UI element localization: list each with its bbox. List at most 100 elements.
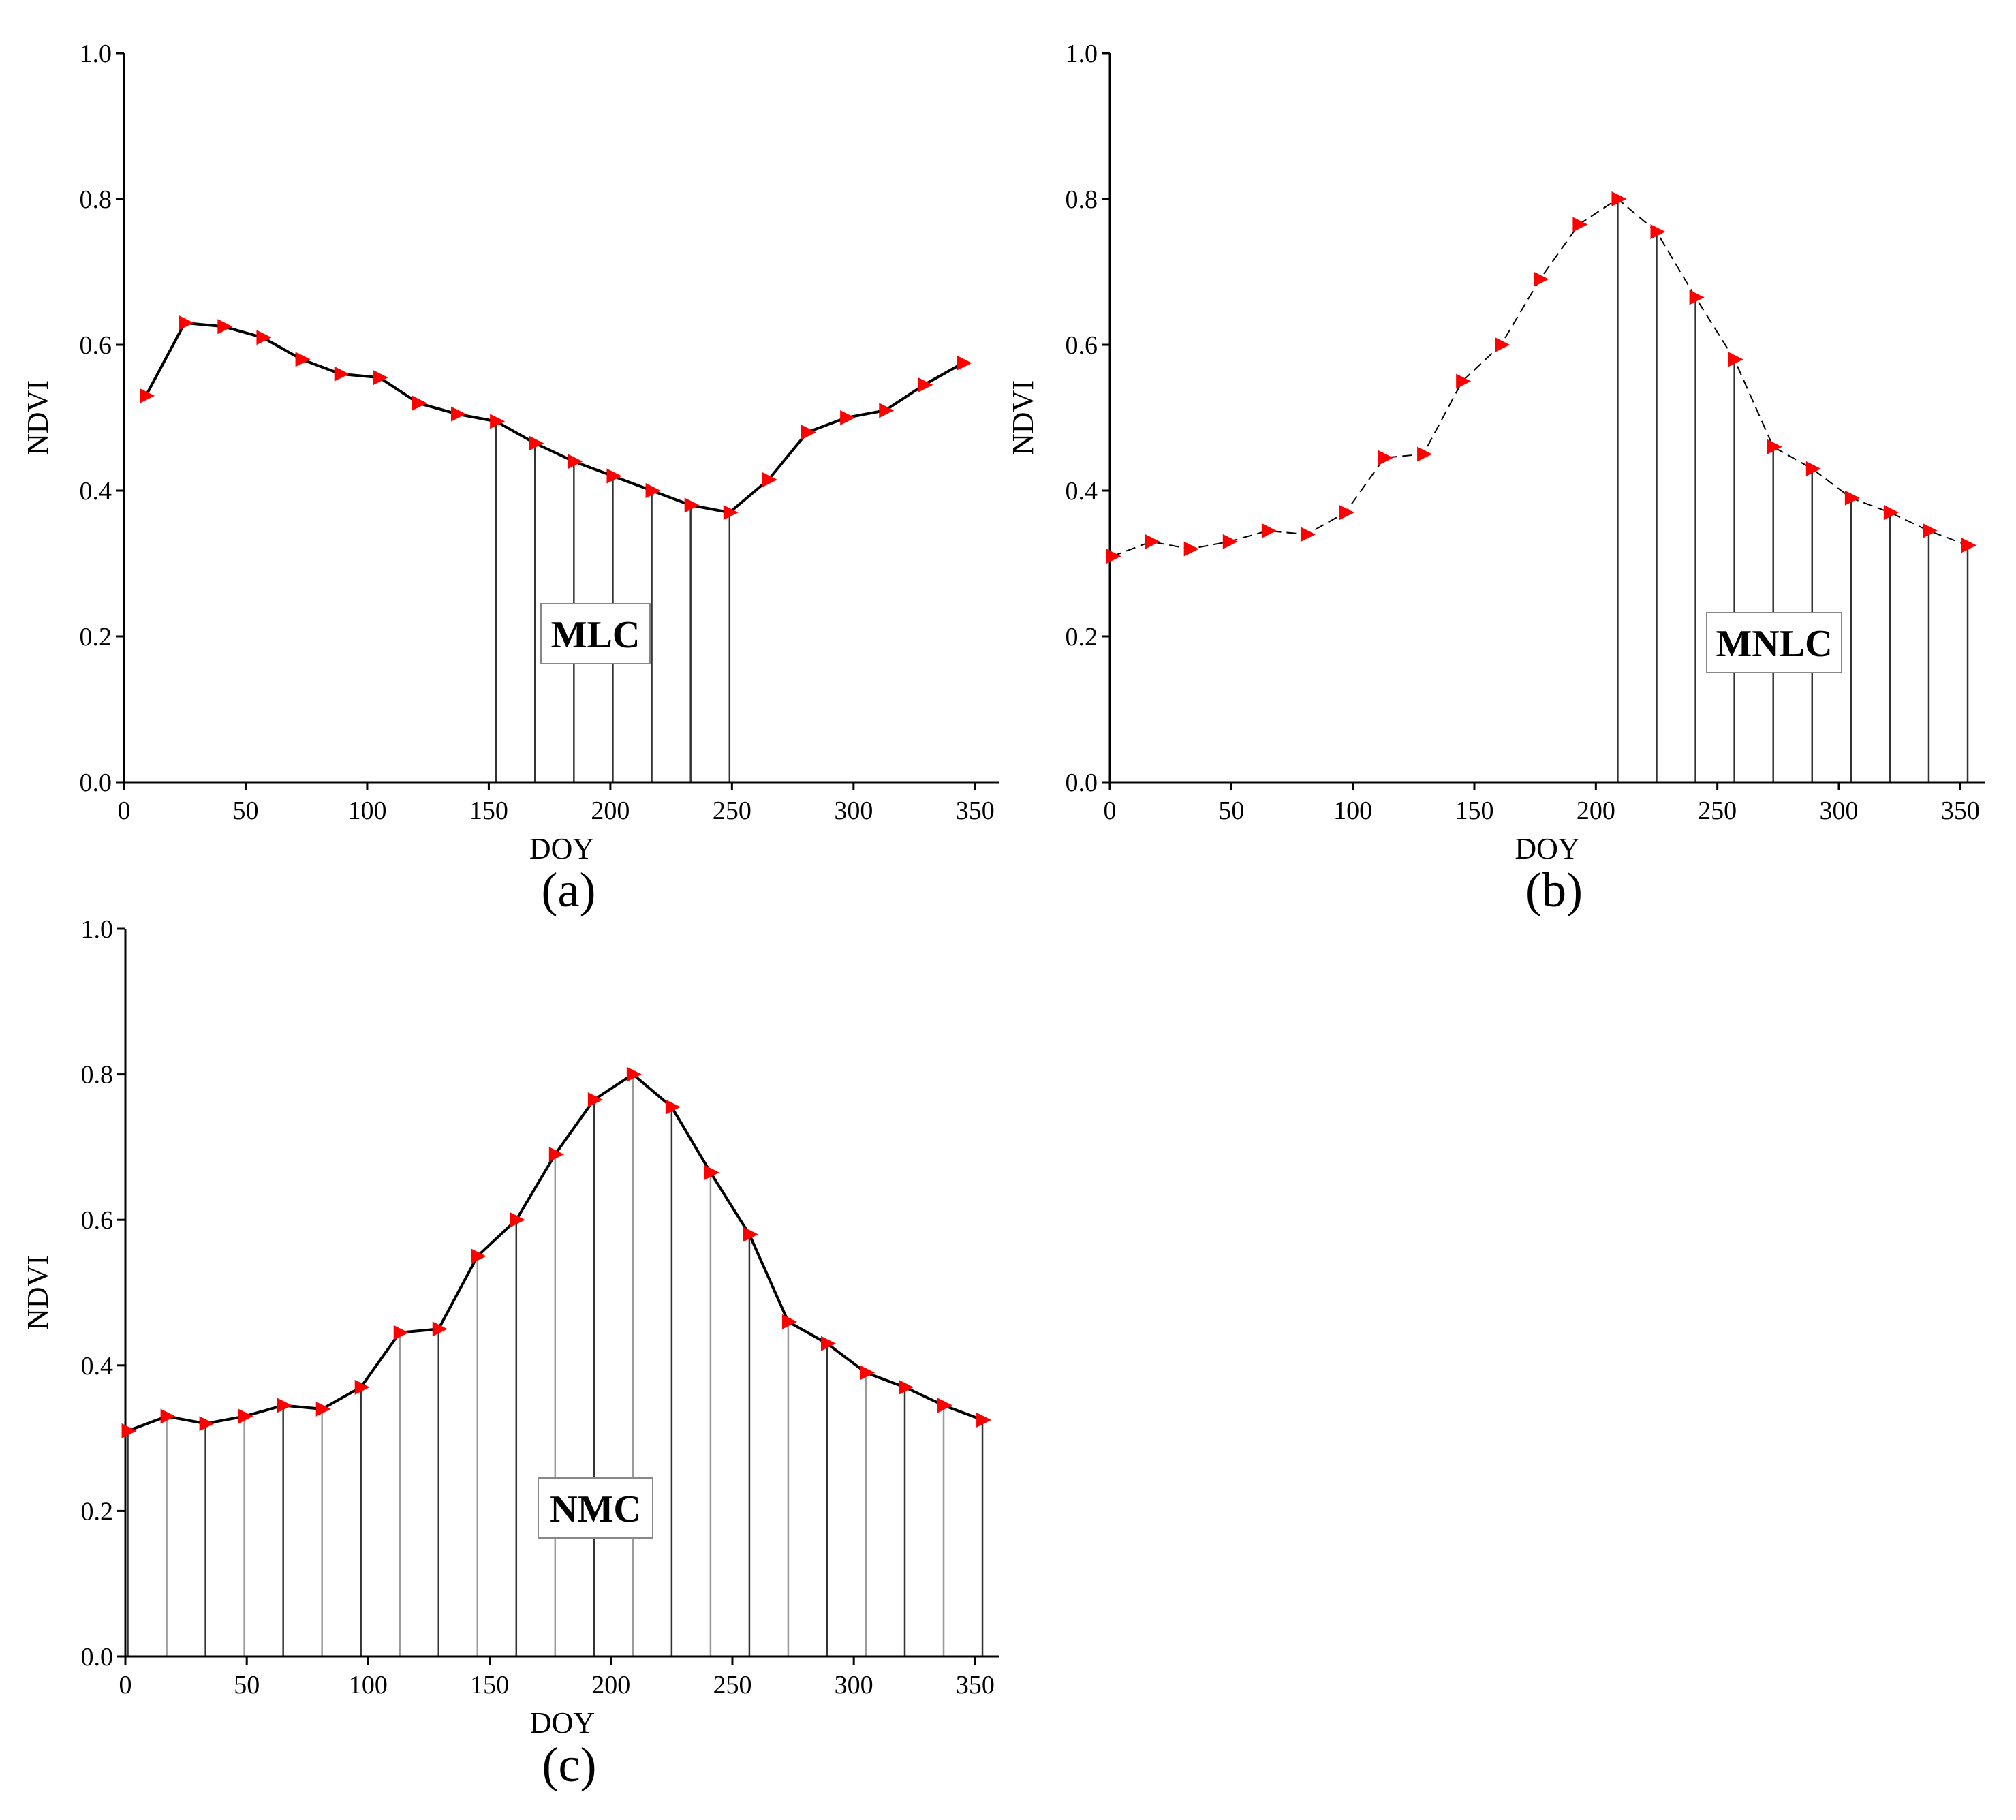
y-tick-label: 0.0 — [80, 769, 112, 797]
y-tick-label: 0.6 — [81, 1206, 114, 1235]
x-tick-label: 300 — [835, 1671, 873, 1699]
data-point-marker — [704, 1165, 719, 1180]
data-point-marker — [1339, 505, 1354, 521]
data-point-marker — [1767, 439, 1782, 454]
x-axis-title: DOY — [1515, 832, 1579, 865]
data-point-marker — [140, 388, 155, 403]
panel-label-text: MNLC — [1716, 623, 1832, 665]
data-point-marker — [1922, 523, 1938, 538]
data-point-marker — [1650, 224, 1666, 240]
data-point-marker — [1572, 217, 1588, 232]
y-axis-title: NDVI — [21, 1255, 55, 1330]
x-tick-label: 150 — [469, 797, 508, 825]
data-point-marker — [626, 1066, 642, 1082]
data-point-marker — [1534, 271, 1549, 287]
x-tick-label: 250 — [713, 1671, 751, 1699]
data-point-marker — [1378, 450, 1394, 465]
x-tick-label: 200 — [591, 1671, 630, 1699]
data-point-marker — [1883, 505, 1899, 521]
data-point-marker — [723, 505, 739, 521]
x-tick-label: 150 — [470, 1671, 509, 1699]
data-point-marker — [781, 1314, 797, 1329]
data-point-marker — [295, 352, 311, 367]
x-axis-title: DOY — [530, 1706, 595, 1740]
y-axis-title: NDVI — [21, 380, 55, 455]
y-tick-label: 0.0 — [81, 1643, 114, 1671]
y-tick-label: 0.8 — [81, 1061, 114, 1090]
data-point-marker — [412, 395, 427, 411]
data-point-marker — [393, 1325, 409, 1340]
data-point-marker — [801, 425, 817, 440]
data-point-marker — [1145, 534, 1160, 549]
x-tick-label: 350 — [956, 797, 995, 825]
data-point-marker — [1844, 490, 1860, 506]
data-point-marker — [840, 410, 856, 425]
data-point-marker — [1106, 549, 1121, 564]
y-tick-label: 1.0 — [1066, 40, 1098, 68]
data-point-marker — [1495, 337, 1510, 352]
data-point-marker — [1689, 290, 1705, 305]
data-point-marker — [1728, 352, 1743, 367]
data-point-marker — [684, 497, 700, 513]
data-point-marker — [1611, 191, 1627, 206]
x-tick-label: 100 — [1333, 797, 1372, 825]
x-tick-label: 0 — [118, 797, 131, 825]
data-point-marker — [373, 370, 388, 386]
data-point-marker — [217, 319, 233, 335]
data-point-marker — [277, 1398, 292, 1413]
data-point-marker — [510, 1212, 525, 1228]
panel-b: 0.0 0.2 0.4 0.6 0.8 1.0 0 50 100 150 200 250 300 350 D… — [1006, 40, 1985, 917]
panel-label-box — [538, 1477, 653, 1539]
y-tick-label: 1.0 — [81, 915, 114, 944]
data-point-marker — [354, 1379, 370, 1395]
data-point-marker — [587, 1092, 603, 1107]
x-tick-label: 100 — [349, 1671, 388, 1699]
x-tick-label: 200 — [591, 797, 630, 825]
x-tick-label: 300 — [1820, 797, 1859, 825]
data-point-marker — [1183, 541, 1199, 557]
data-point-marker — [490, 414, 506, 429]
data-point-marker — [121, 1423, 137, 1438]
data-point-marker — [743, 1227, 758, 1242]
data-point-marker — [529, 435, 544, 451]
data-point-marker — [315, 1401, 331, 1417]
y-tick-label: 0.2 — [81, 1497, 114, 1526]
data-point-marker — [899, 1379, 914, 1395]
y-tick-label: 0.2 — [1066, 623, 1098, 651]
series-line — [1112, 198, 1968, 557]
x-tick-label: 250 — [713, 797, 751, 825]
data-point-marker — [606, 468, 622, 484]
panel-label-text: NMC — [550, 1488, 641, 1530]
panel-a: 0.0 0.2 0.4 0.6 0.8 1.0 0 50 100 150 200 250 300 350 D… — [21, 40, 999, 917]
data-point-marker — [1261, 523, 1277, 538]
y-tick-label: 0.6 — [80, 331, 112, 360]
x-axis-title: DOY — [529, 832, 594, 865]
data-point-marker — [256, 330, 272, 345]
x-tick-label: 250 — [1698, 797, 1737, 825]
data-point-marker — [918, 377, 933, 392]
y-tick-label: 1.0 — [80, 40, 112, 68]
data-point-marker — [957, 355, 972, 371]
x-tick-label: 0 — [1104, 797, 1117, 825]
data-point-marker — [937, 1398, 953, 1413]
y-tick-label: 0.0 — [1066, 769, 1098, 797]
panel-c: 0.0 0.2 0.4 0.6 0.8 1.0 0 50 100 150 200 250 300 350 D… — [21, 915, 999, 1792]
data-point-marker — [976, 1412, 992, 1428]
data-point-marker — [471, 1248, 486, 1264]
data-point-marker — [1456, 373, 1472, 389]
x-tick-label: 0 — [119, 1671, 132, 1699]
panel-label-box — [1706, 612, 1842, 673]
data-point-marker — [199, 1416, 215, 1432]
y-tick-label: 0.6 — [1066, 331, 1098, 360]
data-point-marker — [179, 315, 194, 330]
series-line — [144, 321, 964, 514]
y-tick-label: 0.4 — [1066, 477, 1098, 506]
panel-caption: (c) — [542, 1738, 597, 1792]
data-point-marker — [1222, 534, 1238, 549]
data-point-marker — [762, 472, 777, 487]
panel-caption: (a) — [542, 863, 596, 917]
data-point-marker — [1417, 446, 1433, 462]
y-axis-title: NDVI — [1006, 380, 1040, 455]
data-point-marker — [334, 366, 350, 382]
